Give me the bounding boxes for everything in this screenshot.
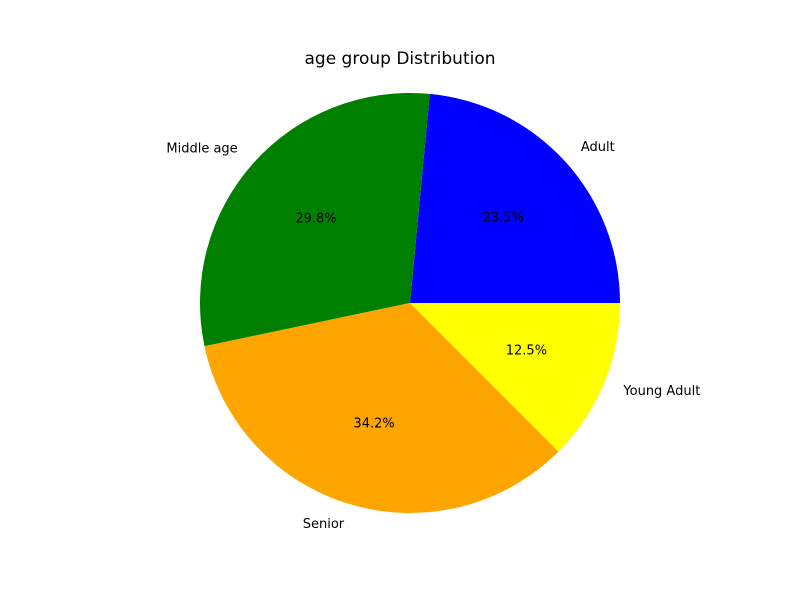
slice-label-young-adult: Young Adult [622,384,700,399]
slice-label-senior: Senior [303,517,345,532]
pie-slice-senior [204,303,559,514]
chart-title: age group Distribution [304,49,495,69]
slice-percent-young-adult: 12.5% [506,344,547,359]
pie-slice-adult [410,93,620,304]
pie-slice-middle-age [199,93,430,347]
pie-slices [199,93,620,514]
pie-slice-young-adult [410,303,620,452]
slice-percent-adult: 23.5% [483,211,524,226]
slice-percent-middle-age: 29.8% [295,212,336,227]
slice-percent-senior: 34.2% [353,416,394,431]
slice-label-adult: Adult [581,140,615,155]
slice-label-middle-age: Middle age [166,142,237,157]
pie-labels: Adult 23.5% Middle age 29.8% Senior 34.2% Youn… [166,140,700,532]
